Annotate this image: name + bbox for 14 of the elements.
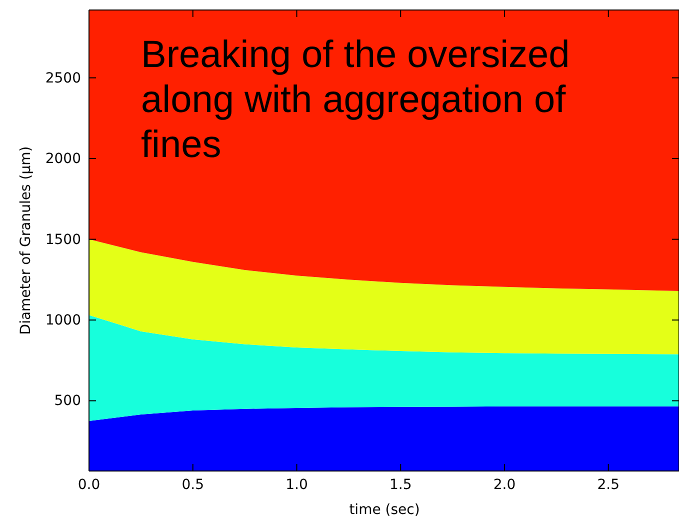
- y-tick-label: 1000: [45, 312, 81, 329]
- y-axis-title: Diameter of Granules (μm): [18, 146, 34, 335]
- y-tick-label: 2000: [45, 151, 81, 168]
- x-tick-label: 0.0: [78, 476, 100, 493]
- x-axis-title: time (sec): [349, 502, 420, 517]
- y-tick-label: 2500: [45, 70, 81, 86]
- x-tick-label: 0.5: [182, 476, 204, 493]
- annotation: Breaking of the oversized along with aggregation of fines: [141, 34, 570, 166]
- y-tick-label: 1500: [45, 232, 81, 248]
- y-tick-label: 500: [54, 393, 81, 410]
- x-tick-label: 2.5: [597, 476, 620, 493]
- x-tick-label: 2.0: [493, 476, 516, 493]
- x-tick-label: 1.0: [286, 476, 308, 493]
- x-tick-label: 1.5: [389, 476, 412, 493]
